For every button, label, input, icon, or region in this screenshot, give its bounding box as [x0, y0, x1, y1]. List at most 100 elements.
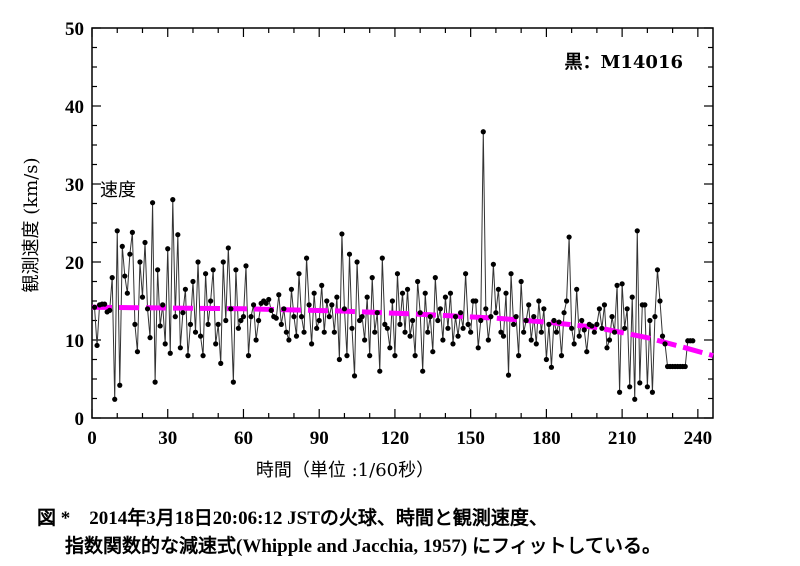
data-point [170, 197, 176, 203]
data-point [256, 317, 262, 324]
data-point [589, 323, 595, 329]
data-point [235, 325, 242, 331]
data-point [311, 290, 317, 296]
data-point [192, 329, 199, 335]
data-point [291, 314, 297, 320]
data-point [309, 341, 315, 347]
data-point [528, 337, 534, 343]
data-point [627, 384, 633, 390]
x-tick-label: 0 [87, 428, 97, 449]
data-point [488, 314, 494, 320]
data-point [536, 298, 542, 304]
data-point [392, 353, 398, 359]
data-point [197, 333, 204, 339]
data-point [483, 306, 489, 312]
data-point [339, 231, 345, 237]
data-point [144, 306, 151, 312]
data-point [452, 314, 459, 320]
data-point [109, 275, 115, 281]
data-point [364, 294, 370, 300]
data-point [127, 251, 133, 257]
data-point [503, 290, 509, 296]
x-tick-label: 150 [456, 428, 485, 449]
data-point [604, 345, 610, 351]
x-tick-label: 120 [381, 428, 410, 449]
data-point [202, 271, 209, 277]
data-point [480, 129, 486, 135]
data-point [531, 314, 537, 320]
data-point [147, 335, 153, 341]
data-point [177, 345, 183, 351]
data-point [437, 306, 443, 312]
data-point [288, 286, 295, 292]
data-point [266, 296, 272, 303]
data-point [579, 317, 585, 324]
data-point [167, 350, 173, 356]
data-point [682, 363, 688, 370]
data-point [321, 329, 327, 335]
data-point [561, 310, 567, 316]
data-point [442, 294, 449, 300]
data-point [218, 360, 224, 366]
data-point [463, 271, 469, 277]
data-point [286, 337, 292, 343]
data-point [94, 342, 100, 349]
data-point [662, 341, 668, 347]
data-point [382, 321, 388, 327]
data-point [498, 329, 504, 335]
data-point [402, 329, 408, 335]
data-point [208, 298, 214, 304]
x-tick-label: 180 [532, 428, 561, 449]
data-point [690, 338, 696, 344]
data-point [430, 349, 436, 355]
data-point [478, 317, 484, 324]
data-point [455, 333, 461, 339]
data-point [379, 255, 385, 261]
fit-line-deceleration [91, 304, 714, 359]
data-point [622, 325, 628, 331]
data-point [500, 333, 507, 339]
data-point [331, 329, 337, 335]
data-point [606, 337, 613, 343]
data-point [563, 298, 570, 304]
data-point [647, 317, 653, 324]
y-tick-label: 30 [65, 175, 84, 196]
data-point [485, 337, 491, 343]
data-point [243, 263, 249, 269]
data-point [240, 314, 247, 320]
data-point [369, 275, 375, 281]
data-point [508, 271, 514, 277]
data-point [213, 341, 219, 347]
data-point [632, 396, 638, 402]
data-point [468, 329, 474, 335]
data-point [190, 278, 196, 285]
data-point [149, 200, 156, 206]
data-point [543, 356, 549, 363]
data-point [445, 325, 451, 331]
data-point [601, 302, 608, 308]
data-point [505, 372, 512, 378]
data-point [122, 273, 128, 279]
data-point [238, 317, 244, 324]
data-point [538, 329, 544, 335]
data-point [644, 384, 650, 390]
data-point [283, 329, 289, 335]
data-point [657, 298, 663, 304]
data-point [591, 329, 597, 335]
data-point [521, 329, 527, 335]
data-point [553, 329, 560, 335]
data-point [157, 323, 163, 329]
data-point [404, 286, 411, 292]
legend-text: 黒：M14016 [564, 52, 683, 73]
data-point [351, 373, 358, 379]
data-point [359, 314, 365, 320]
data-point [162, 341, 168, 347]
data-point [225, 245, 231, 251]
data-point [185, 353, 191, 359]
data-point [250, 302, 257, 308]
data-point [475, 345, 481, 351]
data-point [293, 333, 300, 339]
x-axis-label: 時間（単位 :1/60秒） [256, 460, 434, 481]
data-point [397, 321, 403, 327]
